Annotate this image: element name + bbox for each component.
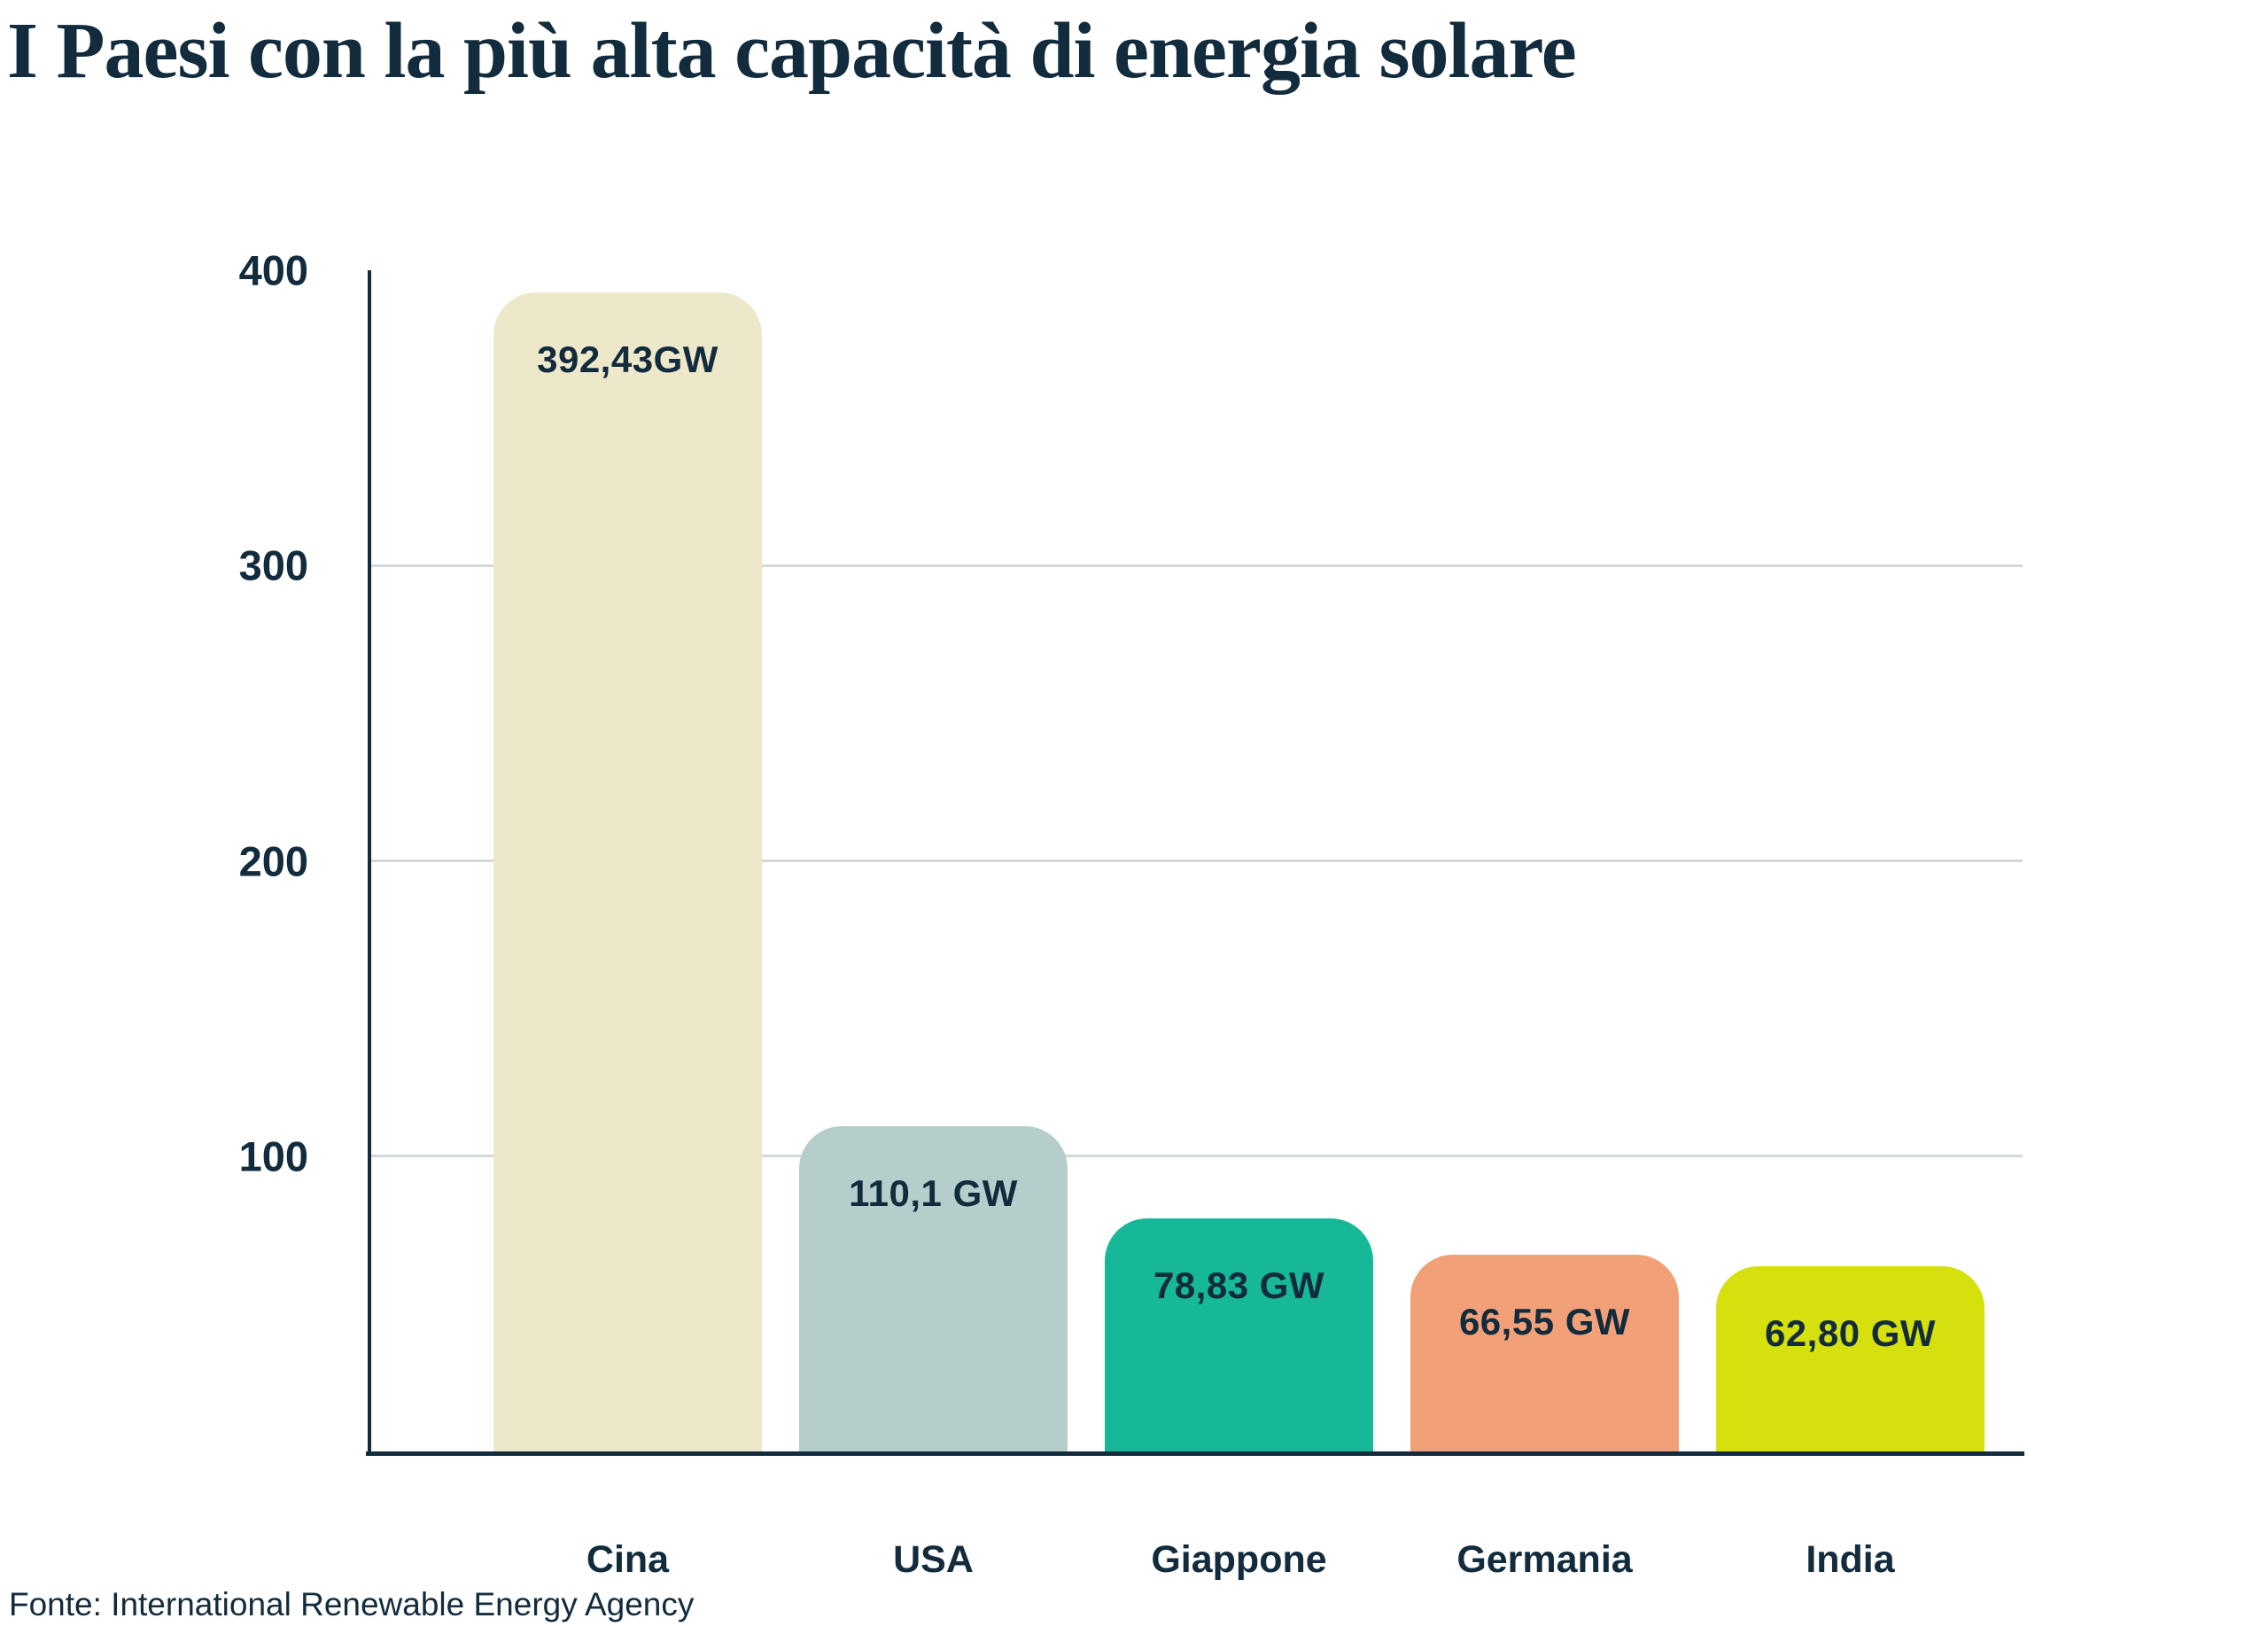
- gridline-300: [369, 564, 2023, 567]
- x-axis-line: [366, 1451, 2024, 1456]
- y-tick-label-300: 300: [238, 541, 308, 589]
- bar-giappone: 78,83 GW: [1105, 1218, 1373, 1451]
- bar-value-label: 62,80 GW: [1764, 1311, 1937, 1354]
- y-tick-label-100: 100: [238, 1132, 308, 1180]
- bar-india: 62,80 GW: [1716, 1265, 1984, 1451]
- y-tick-label-200: 200: [238, 837, 308, 884]
- x-label-usa: USA: [893, 1538, 974, 1581]
- x-label-cina: Cina: [586, 1538, 670, 1581]
- y-tick-label-400: 400: [238, 246, 308, 294]
- x-label-germania: Germania: [1456, 1538, 1633, 1581]
- bar-value-label: 66,55 GW: [1458, 1301, 1631, 1343]
- gridline-200: [369, 860, 2023, 862]
- x-label-giappone: Giappone: [1151, 1538, 1327, 1581]
- bar-value-label: 392,43GW: [537, 338, 718, 381]
- bar-value-label: 78,83 GW: [1153, 1264, 1325, 1307]
- y-axis-line: [368, 270, 371, 1451]
- bar-value-label: 110,1 GW: [849, 1172, 1018, 1215]
- gridline-100: [369, 1155, 2023, 1158]
- bar-usa: 110,1 GW: [799, 1126, 1068, 1451]
- x-label-india: India: [1806, 1538, 1895, 1581]
- bar-germania: 66,55 GW: [1410, 1255, 1679, 1451]
- bar-cina: 392,43GW: [493, 292, 762, 1451]
- source-note: Fonte: International Renewable Energy Ag…: [9, 1586, 695, 1622]
- chart-title: I Paesi con la più alta capacità di ener…: [7, 7, 1577, 95]
